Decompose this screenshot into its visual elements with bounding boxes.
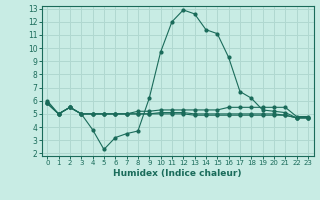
X-axis label: Humidex (Indice chaleur): Humidex (Indice chaleur) xyxy=(113,169,242,178)
